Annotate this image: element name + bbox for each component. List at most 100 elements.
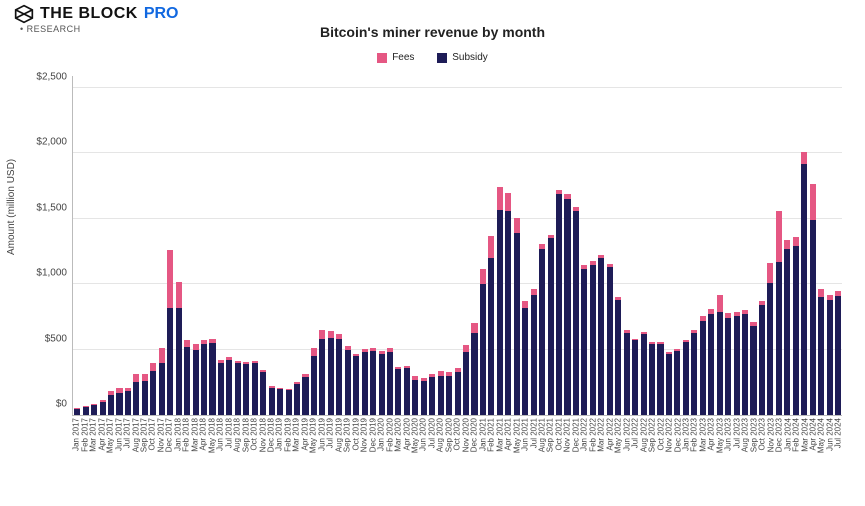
bar-column — [707, 76, 715, 415]
y-tick-label: $500 — [45, 333, 73, 344]
bar-column — [445, 76, 453, 415]
bar — [286, 389, 292, 415]
bar — [598, 255, 604, 415]
bar-segment-fees — [784, 240, 790, 249]
bar-column — [124, 76, 132, 415]
bar-column — [546, 76, 554, 415]
x-tick-label: Oct 2023 — [758, 418, 766, 498]
bar-segment-subsidy — [429, 377, 435, 415]
bar-segment-fees — [776, 211, 782, 262]
bar-column — [563, 76, 571, 415]
bar — [548, 235, 554, 415]
bar-segment-fees — [319, 330, 325, 339]
bar-segment-subsidy — [835, 296, 841, 415]
bar-segment-subsidy — [218, 363, 224, 415]
bar — [362, 349, 368, 415]
bar-column — [606, 76, 614, 415]
bar-segment-subsidy — [750, 326, 756, 415]
bar — [150, 363, 156, 415]
bar-segment-subsidy — [108, 395, 114, 415]
x-tick-label: Dec 2017 — [165, 418, 173, 498]
bar-column — [648, 76, 656, 415]
x-tick-label: Apr 2020 — [402, 418, 410, 498]
x-tick-label: Mar 2019 — [292, 418, 300, 498]
x-tick-label: Mar 2022 — [597, 418, 605, 498]
bar — [74, 408, 80, 415]
bar-column — [496, 76, 504, 415]
bar-column — [335, 76, 343, 415]
bar — [818, 289, 824, 415]
bar — [632, 339, 638, 415]
bar-segment-subsidy — [666, 354, 672, 415]
bar-column — [453, 76, 461, 415]
bar-column — [352, 76, 360, 415]
bar-column — [470, 76, 478, 415]
bar-segment-subsidy — [548, 238, 554, 415]
bar — [700, 316, 706, 415]
bar-column — [665, 76, 673, 415]
y-tick-label: $1,000 — [36, 268, 73, 279]
bar-segment-subsidy — [370, 351, 376, 415]
bar-column — [741, 76, 749, 415]
bar-column — [377, 76, 385, 415]
bar — [116, 388, 122, 415]
chart-title: Bitcoin's miner revenue by month — [0, 24, 865, 40]
bar-segment-subsidy — [674, 351, 680, 415]
x-tick-label: Aug 2018 — [233, 418, 241, 498]
bar — [353, 354, 359, 415]
x-tick-label: Aug 2023 — [741, 418, 749, 498]
brand: THE BLOCK PRO — [14, 4, 179, 24]
bar-column — [310, 76, 318, 415]
bar — [666, 352, 672, 415]
bar — [260, 370, 266, 415]
legend-item-fees: Fees — [377, 52, 414, 63]
bar-column — [656, 76, 664, 415]
bar-segment-subsidy — [801, 164, 807, 415]
x-tick-label: Jan 2019 — [275, 418, 283, 498]
bar-segment-subsidy — [759, 305, 765, 415]
bar-column — [513, 76, 521, 415]
bar-segment-subsidy — [235, 363, 241, 415]
bar — [83, 406, 89, 415]
bar-column — [411, 76, 419, 415]
bar — [100, 400, 106, 415]
bar-column — [251, 76, 259, 415]
bar — [243, 362, 249, 415]
bar-column — [682, 76, 690, 415]
bar-segment-subsidy — [818, 297, 824, 415]
bar — [201, 340, 207, 415]
bar — [125, 388, 131, 415]
bar — [742, 310, 748, 415]
bar-segment-subsidy — [683, 342, 689, 415]
bar-segment-fees — [167, 250, 173, 308]
bar-column — [360, 76, 368, 415]
bar-segment-subsidy — [319, 339, 325, 415]
bar-column — [107, 76, 115, 415]
bar-column — [766, 76, 774, 415]
bar-column — [217, 76, 225, 415]
bar-column — [732, 76, 740, 415]
bar-segment-subsidy — [522, 308, 528, 415]
x-tick-label: Dec 2022 — [673, 418, 681, 498]
bar-segment-subsidy — [83, 407, 89, 415]
bar-column — [479, 76, 487, 415]
x-tick-label: Sep 2019 — [343, 418, 351, 498]
bar — [480, 269, 486, 415]
bar — [277, 388, 283, 415]
bar-column — [394, 76, 402, 415]
bar-column — [318, 76, 326, 415]
bar-segment-subsidy — [91, 405, 97, 415]
bar-segment-subsidy — [455, 372, 461, 415]
x-tick-label: Dec 2023 — [775, 418, 783, 498]
bar-segment-subsidy — [463, 352, 469, 415]
bar-column — [529, 76, 537, 415]
bar — [691, 330, 697, 415]
bar — [159, 348, 165, 415]
bar — [302, 374, 308, 415]
x-tick-label: Sep 2022 — [648, 418, 656, 498]
bar-segment-subsidy — [564, 199, 570, 415]
bar — [184, 340, 190, 415]
bar — [404, 366, 410, 415]
bar-segment-subsidy — [311, 356, 317, 415]
x-tick-label: Jul 2019 — [326, 418, 334, 498]
